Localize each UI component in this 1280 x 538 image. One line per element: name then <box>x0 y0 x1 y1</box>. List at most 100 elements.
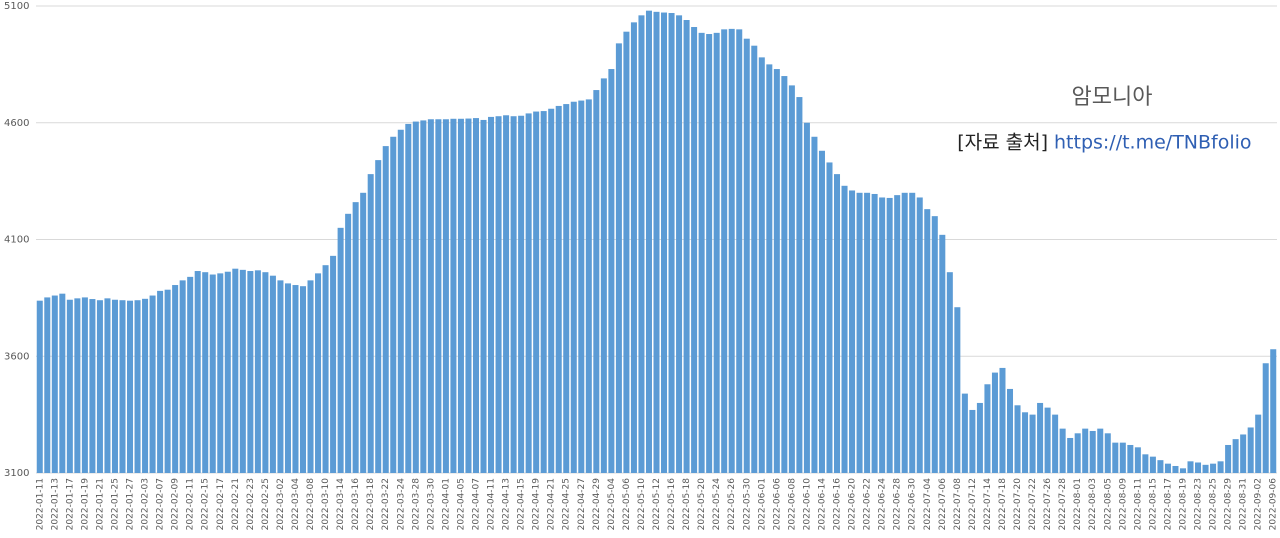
bar <box>292 285 299 473</box>
bar <box>721 29 728 473</box>
bar <box>916 197 923 473</box>
bar <box>194 271 201 473</box>
x-tick-label: 2022-01-13 <box>50 478 60 530</box>
bar <box>284 283 291 473</box>
bar <box>879 197 886 473</box>
x-tick-label: 2022-07-12 <box>968 478 978 530</box>
bar <box>781 76 788 474</box>
x-tick-label: 2022-03-30 <box>426 478 436 531</box>
x-tick-label: 2022-07-08 <box>953 478 963 531</box>
bar <box>1134 447 1141 473</box>
bar <box>307 280 314 473</box>
bar <box>360 192 367 474</box>
x-tick-label: 2022-07-04 <box>923 478 933 531</box>
bar <box>638 15 645 474</box>
bar <box>540 111 547 473</box>
bar <box>585 99 592 474</box>
bar <box>961 393 968 473</box>
x-tick-label: 2022-01-25 <box>110 478 120 530</box>
x-tick-label: 2022-04-29 <box>592 478 602 531</box>
bar <box>330 255 337 473</box>
bar <box>1240 434 1247 473</box>
x-tick-label: 2022-06-14 <box>817 478 827 531</box>
x-tick-label: 2022-06-10 <box>802 478 812 531</box>
bar <box>465 118 472 473</box>
bar <box>269 275 276 473</box>
x-tick-label: 2022-08-17 <box>1163 478 1173 530</box>
bar <box>894 195 901 473</box>
bar <box>488 116 495 473</box>
bar <box>81 297 88 473</box>
bar <box>661 12 668 474</box>
bar <box>442 119 449 473</box>
bar <box>991 372 998 473</box>
bar <box>1059 428 1066 473</box>
bar <box>277 280 284 473</box>
y-tick-label: 4100 <box>4 235 29 246</box>
bar <box>1067 437 1074 473</box>
bar <box>44 297 51 473</box>
bar <box>600 78 607 473</box>
bar <box>111 299 118 473</box>
x-tick-label: 2022-07-22 <box>1028 478 1038 530</box>
bar <box>555 105 562 474</box>
x-tick-label: 2022-06-01 <box>757 478 767 530</box>
bar <box>984 384 991 473</box>
bar <box>901 192 908 474</box>
x-tick-label: 2022-02-11 <box>186 478 196 530</box>
x-tick-label: 2022-06-24 <box>878 478 888 531</box>
bar <box>1022 412 1029 473</box>
bar <box>1164 463 1171 473</box>
bar <box>367 174 374 473</box>
x-tick-label: 2022-02-21 <box>231 478 241 530</box>
bar <box>608 69 615 474</box>
bar <box>1270 349 1277 473</box>
bar <box>172 285 179 473</box>
bar <box>495 116 502 473</box>
x-tick-label: 2022-05-18 <box>682 478 692 531</box>
bar <box>412 121 419 474</box>
bar <box>405 123 412 473</box>
bar <box>435 119 442 473</box>
bar <box>345 213 352 473</box>
x-tick-label: 2022-06-22 <box>863 478 873 530</box>
x-tick-label: 2022-05-20 <box>697 478 707 531</box>
bar <box>736 29 743 473</box>
bar <box>1210 463 1217 473</box>
x-tick-label: 2022-07-26 <box>1043 478 1053 531</box>
x-tick-label: 2022-09-06 <box>1269 478 1279 531</box>
bar <box>142 298 149 473</box>
bar <box>322 265 329 473</box>
bar <box>630 22 637 473</box>
bar <box>1225 444 1232 473</box>
bar <box>766 64 773 473</box>
bar <box>1247 427 1254 473</box>
bar <box>1217 461 1224 473</box>
bar <box>683 20 690 473</box>
x-tick-label: 2022-07-28 <box>1058 478 1068 531</box>
bar <box>89 299 96 473</box>
bar <box>818 150 825 473</box>
x-tick-label: 2022-06-28 <box>893 478 903 531</box>
x-tick-label: 2022-06-30 <box>908 478 918 531</box>
bar <box>1112 442 1119 473</box>
bar <box>841 185 848 474</box>
x-tick-label: 2022-02-23 <box>246 478 256 530</box>
bar <box>954 307 961 473</box>
bar <box>179 280 186 473</box>
bar <box>1037 402 1044 473</box>
bar <box>1202 464 1209 473</box>
bar <box>503 115 510 473</box>
x-tick-label: 2022-01-11 <box>35 478 45 530</box>
bar <box>457 118 464 473</box>
x-tick-label: 2022-06-06 <box>772 478 782 531</box>
bar <box>239 269 246 473</box>
x-tick-label: 2022-04-01 <box>441 478 451 530</box>
bar <box>450 118 457 473</box>
bar <box>134 300 141 473</box>
bar <box>578 100 585 473</box>
bar <box>623 31 630 474</box>
bar <box>1104 433 1111 473</box>
bar <box>1074 433 1081 473</box>
